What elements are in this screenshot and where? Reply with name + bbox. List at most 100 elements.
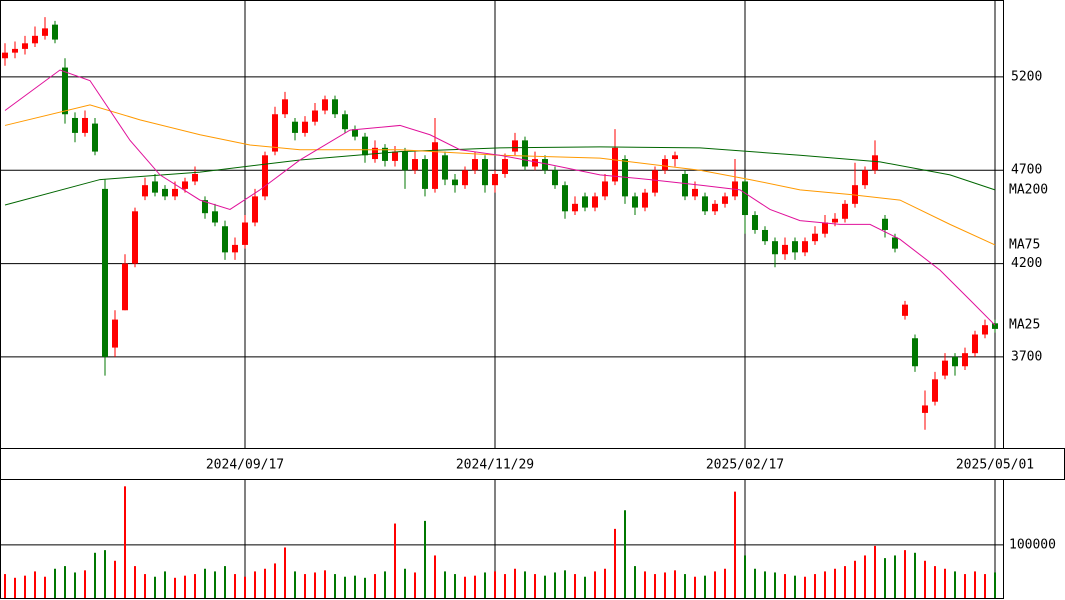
legend-label: MA75 (1009, 237, 1040, 252)
candle-body (192, 173, 198, 182)
volume-bar (754, 568, 756, 598)
volume-bar (474, 575, 476, 598)
candle-body (92, 123, 98, 152)
candle-body (652, 170, 658, 193)
volume-bar (774, 572, 776, 598)
candle-body (492, 173, 498, 186)
candle-body (872, 155, 878, 171)
volume-bar (714, 571, 716, 598)
candle-body (272, 114, 278, 152)
candle-body (802, 241, 808, 253)
candle-body (452, 179, 458, 186)
volume-bar (214, 571, 216, 598)
candle-body (302, 121, 308, 133)
candle-body (572, 203, 578, 212)
candle-body (42, 28, 48, 36)
candle-body (12, 48, 18, 53)
volume-bar (314, 572, 316, 598)
candle-body (772, 241, 778, 255)
candle-body (682, 173, 688, 197)
candle-body (102, 188, 108, 357)
volume-bar (94, 552, 96, 598)
y-tick-label: 4200 (1011, 256, 1042, 271)
volume-bar (604, 568, 606, 598)
candle-body (282, 99, 288, 115)
y-tick-label: 3700 (1011, 349, 1042, 364)
candle-body (412, 159, 418, 171)
volume-bar (654, 574, 656, 598)
candle-body (632, 196, 638, 208)
volume-frame (0, 479, 1004, 599)
y-tick-label: 4700 (1011, 163, 1042, 178)
volume-bar (224, 566, 226, 598)
volume-bar (764, 571, 766, 598)
candle-body (342, 114, 348, 130)
volume-bar (394, 523, 396, 598)
candle-body (172, 188, 178, 197)
volume-bar (264, 568, 266, 598)
volume-bar (74, 572, 76, 598)
volume-bar (984, 574, 986, 598)
legend-label: MA25 (1009, 318, 1040, 333)
volume-bar (794, 575, 796, 598)
volume-bar (274, 563, 276, 598)
legend-label: MA200 (1009, 182, 1048, 197)
volume-bar (974, 571, 976, 598)
candle-body (472, 159, 478, 171)
volume-bar (564, 570, 566, 598)
volume-bar (834, 568, 836, 598)
candle-body (662, 159, 668, 171)
volume-bar (494, 571, 496, 598)
candle-body (2, 52, 8, 59)
volume-bar (934, 566, 936, 598)
volume-bar (804, 576, 806, 598)
candle-body (392, 151, 398, 161)
candle-body (432, 142, 438, 189)
volume-bar (884, 558, 886, 598)
volume-bar (964, 574, 966, 598)
candle-body (602, 181, 608, 197)
volume-bar (194, 574, 196, 598)
candle-body (522, 140, 528, 167)
volume-bar (524, 571, 526, 598)
candle-body (992, 323, 998, 329)
volume-bar (124, 486, 126, 598)
candle-body (332, 99, 338, 115)
volume-bar (234, 574, 236, 598)
candle-body (882, 218, 888, 230)
volume-bar (624, 510, 626, 598)
volume-bar (134, 566, 136, 598)
volume-bar (914, 552, 916, 598)
candle-body (902, 304, 908, 316)
candle-body (582, 196, 588, 208)
volume-bar (854, 560, 856, 598)
volume-bar (354, 575, 356, 598)
candle-body (232, 244, 238, 253)
volume-bar (904, 550, 906, 598)
volume-bar (554, 572, 556, 598)
candle-body (352, 129, 358, 137)
candle-body (442, 155, 448, 180)
y-tick-label: 100000 (1009, 537, 1056, 552)
candle-body (612, 147, 618, 182)
volume-bar (164, 571, 166, 598)
volume-bar (684, 574, 686, 598)
volume-bar (344, 576, 346, 598)
volume-bar (644, 571, 646, 598)
candle-body (22, 43, 28, 49)
volume-bar (734, 491, 736, 598)
volume-bar (944, 568, 946, 598)
candle-body (592, 196, 598, 208)
volume-bar (704, 575, 706, 598)
candle-body (322, 99, 328, 111)
volume-bar (184, 575, 186, 598)
y-tick-label: 5200 (1011, 69, 1042, 84)
volume-bar (24, 575, 26, 598)
candle-body (762, 229, 768, 242)
volume-bar (294, 571, 296, 598)
candle-body (862, 170, 868, 186)
x-tick-label: 2024/11/29 (456, 458, 534, 473)
volume-bar (924, 560, 926, 598)
candle-body (242, 222, 248, 245)
candle-body (292, 121, 298, 133)
